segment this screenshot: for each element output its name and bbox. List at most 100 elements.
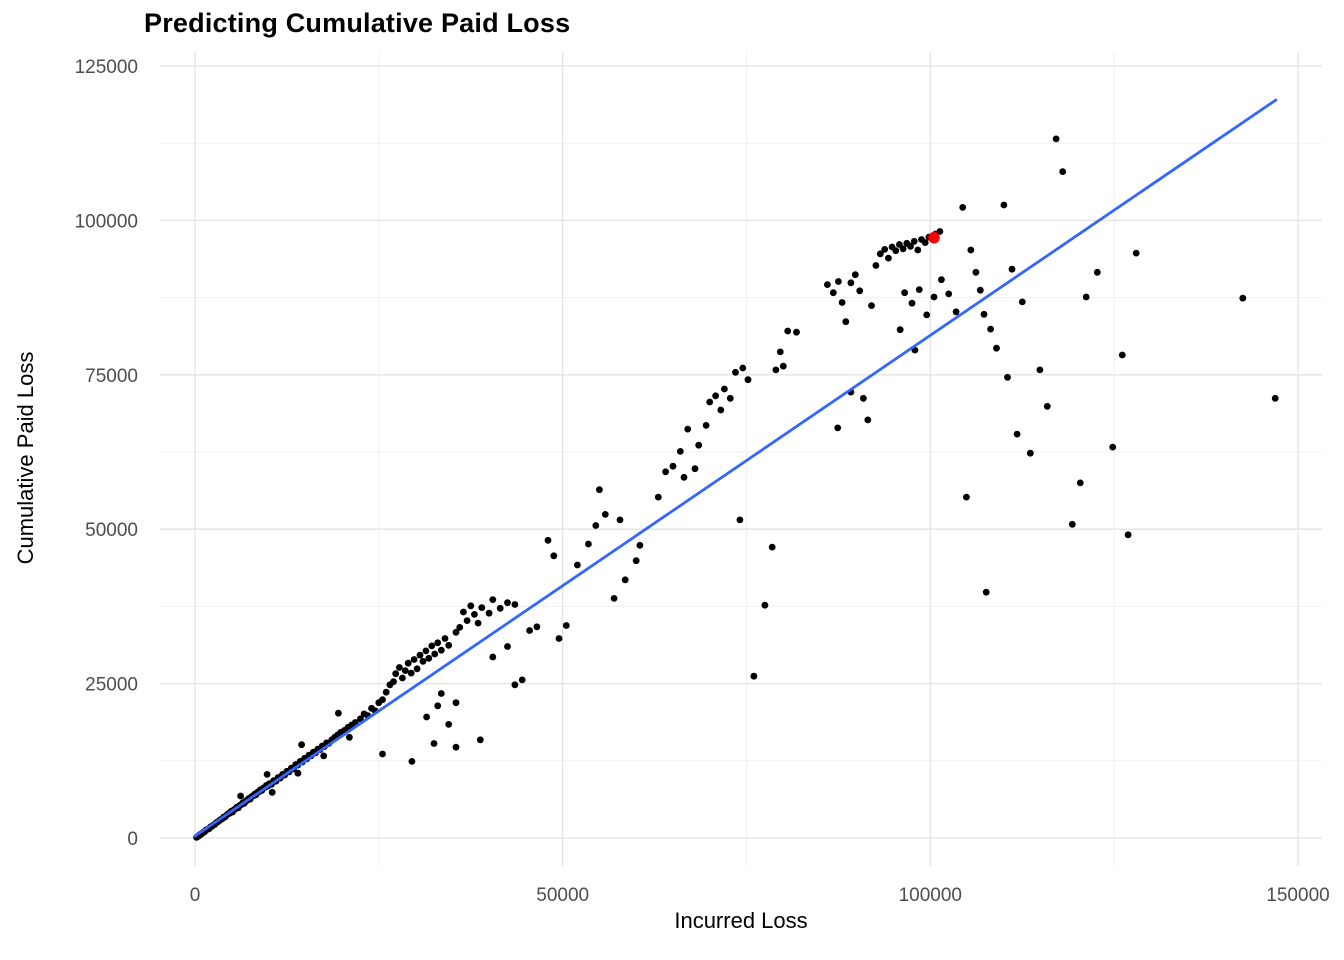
scatter-points	[193, 135, 1279, 841]
data-point	[485, 609, 493, 617]
data-point	[419, 658, 427, 665]
data-point	[413, 665, 421, 673]
data-point	[761, 601, 769, 609]
data-point	[401, 667, 409, 674]
data-point	[1043, 402, 1051, 410]
data-point	[842, 318, 850, 326]
data-point	[431, 650, 439, 658]
data-point	[892, 247, 900, 255]
data-point	[881, 246, 889, 253]
data-point	[346, 733, 353, 741]
data-point	[452, 699, 460, 707]
data-point	[824, 281, 831, 288]
data-point	[963, 493, 970, 501]
data-point	[987, 325, 994, 333]
data-point	[1082, 293, 1090, 301]
data-point	[616, 516, 624, 524]
data-point	[504, 599, 511, 607]
x-tick-label: 50000	[536, 885, 589, 906]
data-point	[1026, 449, 1034, 457]
data-point	[908, 299, 916, 307]
data-point	[423, 713, 430, 721]
data-point	[471, 611, 478, 618]
x-axis-label: Incurred Loss	[674, 908, 808, 933]
data-point	[526, 627, 533, 634]
data-point	[379, 750, 386, 758]
x-tick-label: 150000	[1266, 885, 1329, 906]
data-point	[596, 486, 603, 494]
data-point	[726, 394, 734, 402]
x-tick-labels: 0 50000 100000 150000	[190, 885, 1330, 906]
data-point	[838, 299, 846, 306]
data-point	[654, 493, 662, 501]
data-point	[669, 462, 677, 470]
data-point	[959, 204, 967, 211]
data-point	[967, 246, 975, 254]
data-point	[408, 758, 416, 765]
trend-line	[193, 98, 1278, 838]
data-point	[872, 262, 880, 269]
x-tick-label: 0	[190, 885, 201, 906]
data-point	[772, 366, 780, 374]
data-point	[452, 628, 460, 636]
data-point	[489, 596, 497, 603]
data-point	[976, 286, 984, 294]
highlighted-point	[928, 231, 940, 244]
data-point	[335, 709, 342, 717]
data-point	[437, 646, 445, 654]
data-point	[980, 310, 988, 318]
data-point	[1004, 373, 1011, 381]
data-point	[621, 576, 629, 584]
data-point	[901, 289, 908, 297]
data-point	[518, 676, 526, 684]
data-point	[441, 635, 449, 642]
data-point	[936, 228, 944, 235]
data-point	[399, 674, 406, 682]
data-point	[702, 422, 710, 429]
data-point	[680, 473, 688, 481]
data-point	[1076, 479, 1084, 487]
data-point	[784, 327, 792, 335]
data-point	[776, 348, 784, 356]
data-point	[496, 604, 504, 612]
data-point	[382, 688, 390, 696]
data-point	[533, 623, 541, 631]
data-point	[416, 651, 424, 659]
data-point	[695, 441, 703, 449]
y-tick-label: 50000	[85, 520, 138, 541]
data-point	[1013, 430, 1021, 438]
data-point	[712, 392, 719, 400]
data-point	[717, 406, 725, 414]
data-point	[263, 771, 271, 778]
data-point	[463, 617, 471, 624]
data-point	[952, 308, 960, 316]
data-point	[610, 595, 618, 602]
data-point	[1000, 201, 1008, 209]
data-point	[938, 276, 945, 284]
data-point	[445, 721, 453, 728]
data-point	[864, 416, 872, 424]
data-point	[896, 326, 904, 334]
data-point	[298, 741, 305, 749]
data-point	[511, 601, 519, 608]
data-point	[899, 245, 907, 253]
data-point	[636, 541, 644, 549]
data-point	[676, 448, 684, 455]
data-point	[907, 242, 914, 250]
gridlines-minor	[160, 52, 1322, 866]
data-point	[885, 254, 892, 262]
data-point	[467, 602, 475, 610]
data-point	[390, 678, 397, 686]
data-point	[993, 344, 1000, 352]
y-tick-label: 25000	[85, 675, 138, 696]
data-point	[706, 398, 714, 406]
data-point	[732, 368, 739, 376]
data-point	[601, 511, 609, 518]
data-point	[562, 622, 570, 629]
data-point	[407, 669, 415, 677]
data-point	[1018, 298, 1026, 306]
data-point	[437, 690, 445, 697]
data-point	[544, 536, 552, 544]
data-point	[736, 516, 744, 524]
